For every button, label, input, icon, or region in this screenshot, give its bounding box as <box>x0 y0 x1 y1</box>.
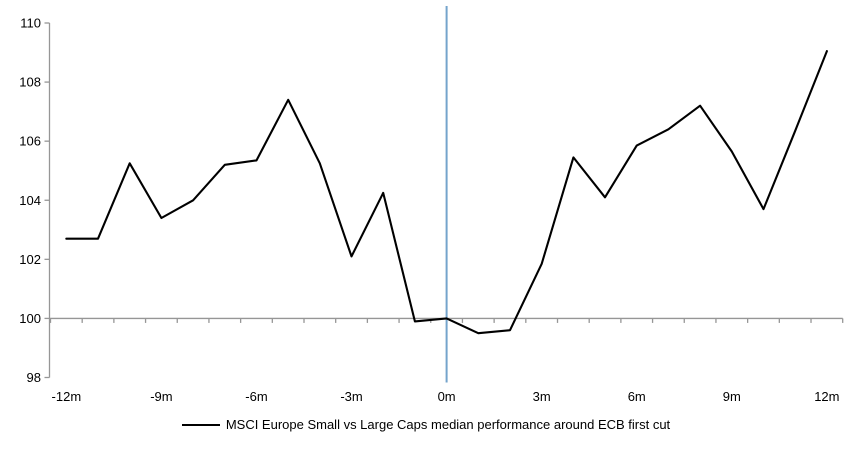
chart-legend: MSCI Europe Small vs Large Caps median p… <box>0 417 852 432</box>
x-axis-label: 12m <box>814 389 839 404</box>
x-axis-label: -9m <box>150 389 172 404</box>
y-axis-label: 100 <box>19 311 41 326</box>
y-axis-label: 108 <box>19 75 41 90</box>
y-axis-label: 104 <box>19 193 41 208</box>
y-axis-label: 98 <box>27 370 41 385</box>
x-axis-label: 6m <box>628 389 646 404</box>
x-axis-label: 0m <box>438 389 456 404</box>
series-line <box>65 50 828 335</box>
y-axis-label: 102 <box>19 252 41 267</box>
x-axis-label: -12m <box>52 389 82 404</box>
legend-label: MSCI Europe Small vs Large Caps median p… <box>225 417 671 432</box>
x-axis-label: 3m <box>533 389 551 404</box>
y-axis-label: 106 <box>19 134 41 149</box>
y-axis-label: 110 <box>20 16 41 31</box>
x-axis-label: -6m <box>245 389 267 404</box>
x-axis-label: -3m <box>340 389 362 404</box>
x-axis-label: 9m <box>723 389 741 404</box>
legend-line-swatch <box>181 423 220 426</box>
